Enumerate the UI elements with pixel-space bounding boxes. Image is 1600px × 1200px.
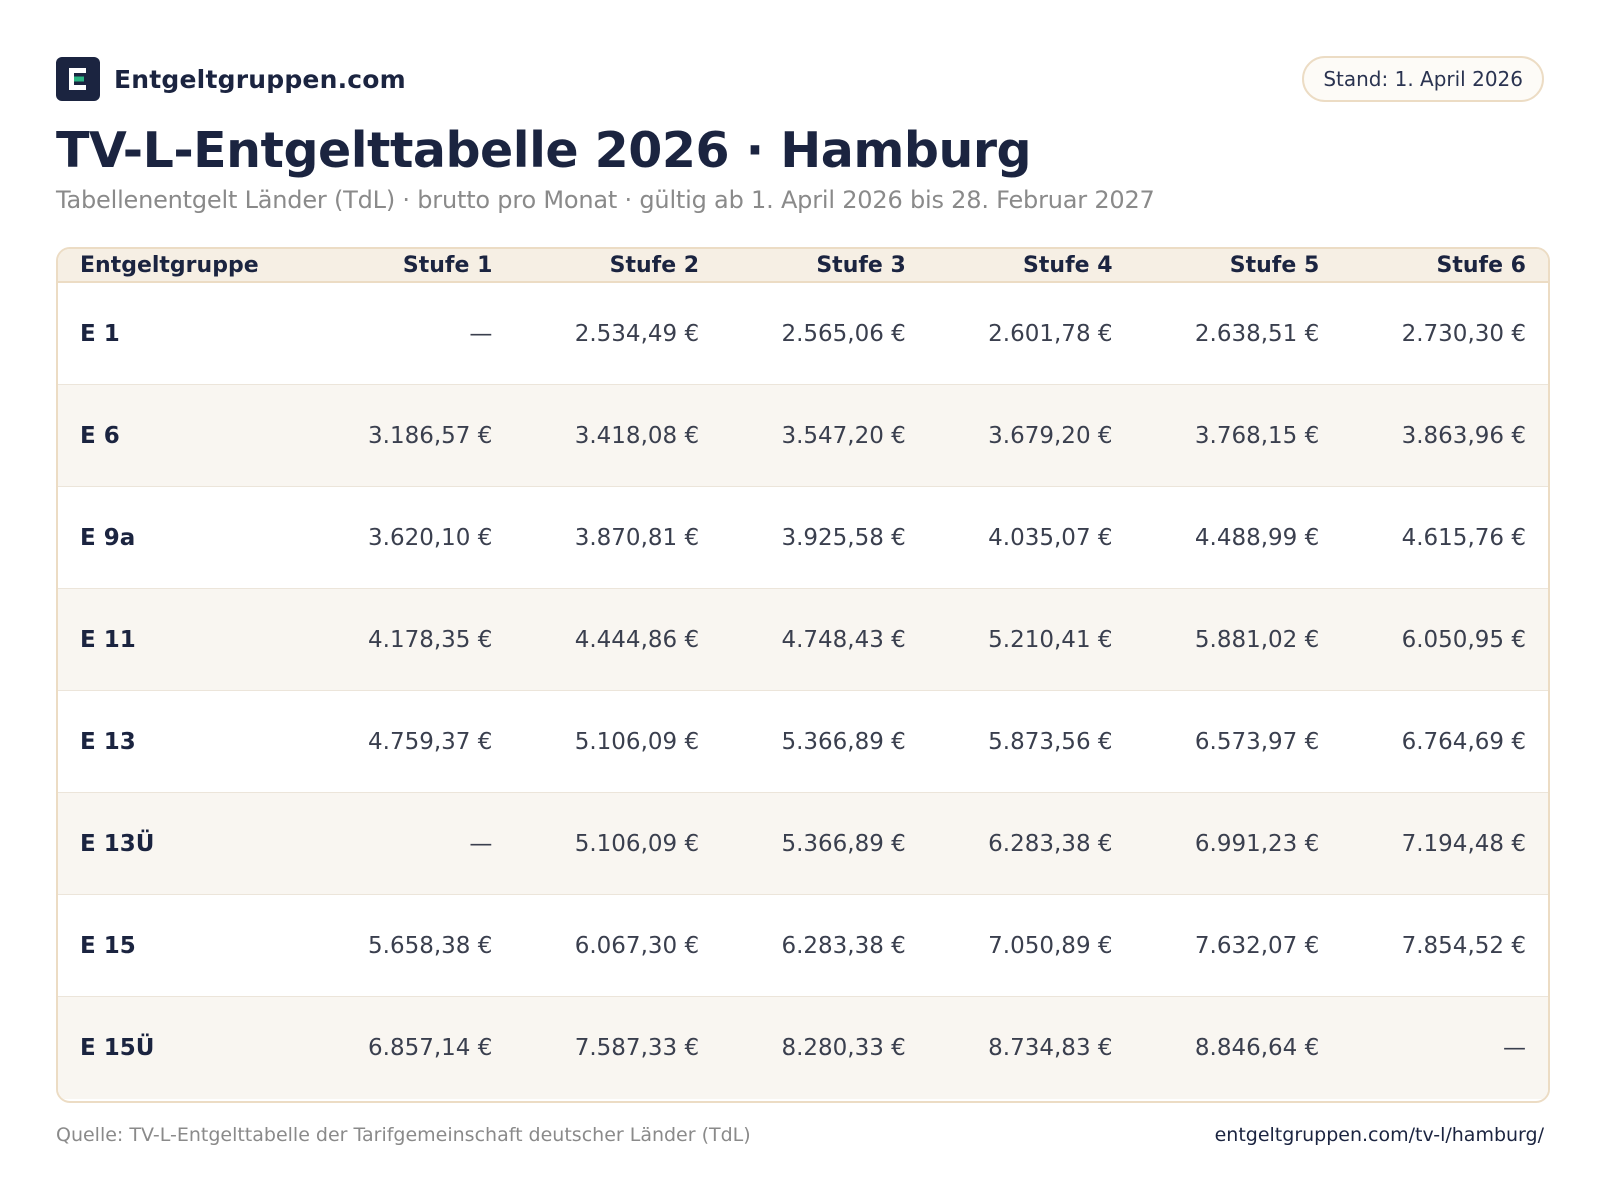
page-title: TV-L-Entgelttabelle 2026 · Hamburg [56,122,1032,179]
cell-entgeltgruppe: E 13 [80,728,136,755]
cell-entgeltgruppe: E 1 [80,320,120,347]
source-url-link[interactable]: entgeltgruppen.com/tv-l/hamburg/ [1214,1124,1544,1146]
cell-stufe-2: 4.444,86 € [574,626,700,653]
cell-entgeltgruppe: E 11 [80,626,136,653]
cell-stufe-2: 2.534,49 € [574,320,700,347]
table-body: E 1 — 2.534,49 € 2.565,06 € 2.601,78 € 2.638,… [58,283,1548,1099]
source-note: Quelle: TV-L-Entgelttabelle der Tarifgem… [56,1124,751,1146]
cell-stufe-6: 3.863,96 € [1401,422,1526,449]
column-header-stufe-5: Stufe 5 [1229,252,1320,278]
cell-stufe-1: 6.857,14 € [368,1035,493,1061]
cell-stufe-5: 3.768,15 € [1194,422,1320,449]
cell-stufe-4: 8.734,83 € [988,1035,1113,1061]
page-subtitle: Tabellenentgelt Länder (TdL) · brutto pr… [56,186,1155,214]
cell-stufe-2: 3.418,08 € [574,422,700,449]
cell-stufe-1: 3.620,10 € [368,524,493,551]
cell-stufe-3: 8.280,33 € [781,1035,906,1061]
cell-entgeltgruppe: E 15Ü [80,1035,155,1061]
cell-stufe-1: 4.759,37 € [368,728,493,755]
column-header-entgeltgruppe: Entgeltgruppe [80,252,259,278]
cell-stufe-6: 4.615,76 € [1401,524,1526,551]
cell-stufe-6: 2.730,30 € [1401,320,1526,347]
table-row: E 9a 3.620,10 € 3.870,81 € 3.925,58 € 4.035,… [58,487,1548,589]
cell-entgeltgruppe: E 6 [80,422,120,449]
cell-stufe-4: 5.873,56 € [988,728,1113,755]
table-row: E 1 — 2.534,49 € 2.565,06 € 2.601,78 € 2.638,… [58,283,1548,385]
table-row: E 15Ü 6.857,14 € 7.587,33 € 8.280,33 € 8.734… [58,997,1548,1099]
cell-stufe-3: 3.547,20 € [781,422,906,449]
cell-stufe-4: 3.679,20 € [988,422,1113,449]
cell-stufe-1: 3.186,57 € [368,422,493,449]
cell-stufe-2: 5.106,09 € [574,830,700,857]
cell-stufe-1: 5.658,38 € [368,932,493,959]
column-header-stufe-3: Stufe 3 [816,252,906,278]
cell-stufe-6: — [1502,1035,1526,1061]
cell-stufe-5: 4.488,99 € [1194,524,1320,551]
table-row: E 15 5.658,38 € 6.067,30 € 6.283,38 € 7.050,… [58,895,1548,997]
salary-table: Entgeltgruppe Stufe 1 Stufe 2 Stufe 3 St… [56,247,1550,1103]
cell-stufe-4: 6.283,38 € [988,830,1113,857]
cell-stufe-2: 7.587,33 € [574,1035,700,1061]
cell-entgeltgruppe: E 13Ü [80,830,155,857]
table-row: E 11 4.178,35 € 4.444,86 € 4.748,43 € 5.210,… [58,589,1548,691]
column-header-stufe-2: Stufe 2 [609,252,700,278]
cell-stufe-1: — [469,830,493,857]
cell-stufe-5: 6.991,23 € [1194,830,1320,857]
cell-stufe-4: 4.035,07 € [988,524,1113,551]
cell-stufe-2: 6.067,30 € [574,932,700,959]
column-header-stufe-4: Stufe 4 [1023,252,1113,278]
cell-stufe-5: 5.881,02 € [1194,626,1320,653]
brand[interactable]: Entgeltgruppen.com [56,57,406,101]
cell-stufe-6: 7.854,52 € [1401,932,1526,959]
cell-entgeltgruppe: E 15 [80,932,136,959]
table-row: E 13 4.759,37 € 5.106,09 € 5.366,89 € 5.873,… [58,691,1548,793]
cell-stufe-1: 4.178,35 € [368,626,493,653]
cell-stufe-4: 5.210,41 € [988,626,1113,653]
cell-stufe-3: 5.366,89 € [781,830,906,857]
cell-stufe-5: 8.846,64 € [1194,1035,1320,1061]
cell-stufe-4: 7.050,89 € [988,932,1113,959]
cell-stufe-5: 2.638,51 € [1194,320,1320,347]
cell-stufe-3: 2.565,06 € [781,320,906,347]
stand-badge: Stand: 1. April 2026 [1302,56,1544,102]
cell-stufe-5: 6.573,97 € [1194,728,1320,755]
column-header-stufe-6: Stufe 6 [1436,252,1526,278]
cell-stufe-6: 6.764,69 € [1401,728,1526,755]
table-row: E 6 3.186,57 € 3.418,08 € 3.547,20 € 3.679,2… [58,385,1548,487]
cell-entgeltgruppe: E 9a [80,524,136,551]
cell-stufe-3: 5.366,89 € [781,728,906,755]
cell-stufe-6: 7.194,48 € [1401,830,1526,857]
cell-stufe-2: 5.106,09 € [574,728,700,755]
cell-stufe-6: 6.050,95 € [1401,626,1526,653]
cell-stufe-4: 2.601,78 € [988,320,1113,347]
cell-stufe-1: — [469,320,493,347]
table-header: Entgeltgruppe Stufe 1 Stufe 2 Stufe 3 St… [58,249,1548,283]
brand-name: Entgeltgruppen.com [114,64,406,94]
cell-stufe-3: 4.748,43 € [781,626,906,653]
column-header-stufe-1: Stufe 1 [402,252,493,278]
cell-stufe-3: 6.283,38 € [781,932,906,959]
entgeltgruppen-logo-icon [56,57,100,101]
cell-stufe-2: 3.870,81 € [574,524,700,551]
cell-stufe-3: 3.925,58 € [781,524,906,551]
table-row: E 13Ü — 5.106,09 € 5.366,89 € 6.283,38 € 6.99… [58,793,1548,895]
cell-stufe-5: 7.632,07 € [1194,932,1320,959]
